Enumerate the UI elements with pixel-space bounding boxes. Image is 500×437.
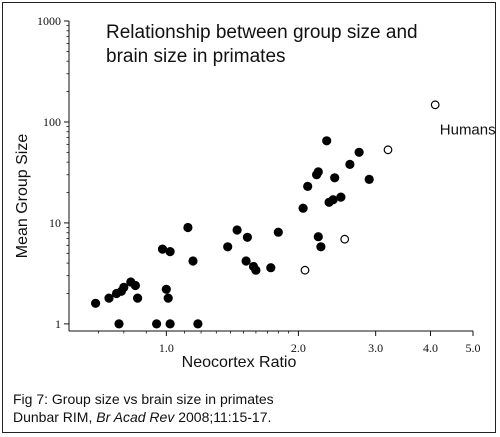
data-point-filled xyxy=(354,147,364,157)
y-axis-label: Mean Group Size xyxy=(14,134,31,259)
data-point-open xyxy=(300,265,310,275)
data-point-filled xyxy=(193,319,203,329)
data-points xyxy=(91,100,440,329)
chart-title: Relationship between group size and brai… xyxy=(106,22,418,67)
data-point-open xyxy=(383,145,393,155)
x-tick-label: 2.0 xyxy=(291,341,306,355)
data-point-filled xyxy=(157,244,168,254)
annotation-humans: Humans xyxy=(440,122,496,139)
scatter-chart: Relationship between group size and brai… xyxy=(14,14,496,371)
y-tick-label: 10 xyxy=(49,216,61,230)
data-point-open xyxy=(340,234,350,244)
chart-title-line-2: brain size in primates xyxy=(106,46,286,67)
data-point-filled xyxy=(104,293,114,303)
x-tick-label: 1.0 xyxy=(159,341,174,355)
annotations: Humans xyxy=(440,122,496,139)
data-point-filled xyxy=(316,242,326,252)
data-point-filled xyxy=(251,265,261,275)
data-point-filled xyxy=(119,282,129,292)
data-point-filled xyxy=(152,319,162,329)
axes: 1 10 100 1000 1.0 2.0 3.0 4.0 5.0 xyxy=(37,14,481,355)
data-point-filled xyxy=(223,242,233,252)
data-point-filled xyxy=(165,319,175,329)
data-point-open xyxy=(430,100,440,110)
data-point-filled xyxy=(345,159,355,169)
data-point-filled xyxy=(183,222,193,233)
data-point-filled xyxy=(322,136,332,146)
caption-citation: 2008;11:15-17. xyxy=(174,409,272,425)
caption-line-1: Fig 7: Group size vs brain size in prima… xyxy=(13,391,274,407)
data-point-filled xyxy=(298,203,308,213)
y-tick-label: 1 xyxy=(55,317,61,331)
data-point-filled xyxy=(242,232,252,242)
data-point-filled xyxy=(313,167,323,177)
data-point-filled xyxy=(303,181,313,191)
data-point-filled xyxy=(188,256,198,266)
data-point-filled xyxy=(161,284,171,294)
caption-line-2: Dunbar RIM, Br Acad Rev 2008;11:15-17. xyxy=(13,408,493,426)
data-point-filled xyxy=(130,280,140,291)
y-tick-label: 100 xyxy=(43,115,61,129)
caption-author: Dunbar RIM, xyxy=(13,409,97,425)
data-point-filled xyxy=(91,298,101,308)
data-point-filled xyxy=(273,227,283,237)
data-point-filled xyxy=(266,263,276,273)
data-point-filled xyxy=(336,192,346,202)
chart-title-line-1: Relationship between group size and xyxy=(106,22,418,43)
data-point-filled xyxy=(330,173,340,183)
x-tick-label: 5.0 xyxy=(466,341,481,355)
data-point-filled xyxy=(364,174,374,184)
data-point-filled xyxy=(313,232,323,242)
y-tick-label: 1000 xyxy=(37,14,61,28)
data-point-filled xyxy=(163,293,173,303)
data-point-filled xyxy=(114,319,124,329)
data-point-filled xyxy=(232,225,242,235)
figure-frame: Relationship between group size and brai… xyxy=(2,2,496,433)
x-tick-label: 4.0 xyxy=(423,341,438,355)
caption-journal: Br Acad Rev xyxy=(96,409,175,425)
data-point-filled xyxy=(328,195,338,205)
data-point-filled xyxy=(241,256,251,266)
data-point-filled xyxy=(133,293,143,303)
x-tick-label: 3.0 xyxy=(368,341,383,355)
data-point-filled xyxy=(165,247,175,257)
figure-caption: Fig 7: Group size vs brain size in prima… xyxy=(13,390,493,426)
x-axis-label: Neocortex Ratio xyxy=(182,354,297,371)
